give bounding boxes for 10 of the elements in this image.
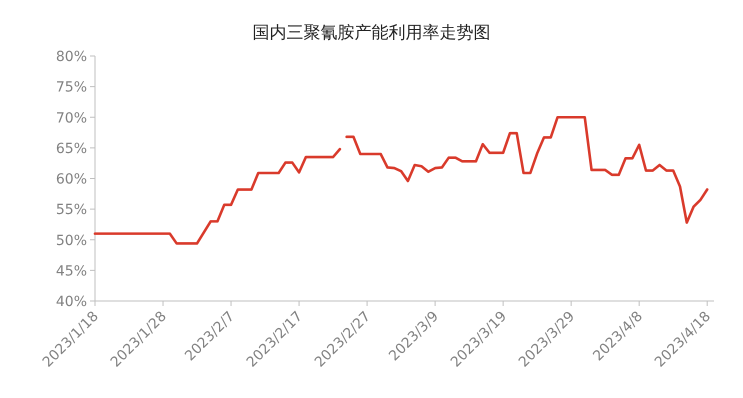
y-tick-label: 45% <box>56 263 87 280</box>
y-tick-label: 75% <box>56 80 87 96</box>
y-tick-label: 50% <box>56 232 87 249</box>
y-tick-label: 70% <box>56 110 87 126</box>
chart-title: 国内三聚氰胺产能利用率走势图 <box>252 23 490 43</box>
y-tick-label: 40% <box>56 294 87 310</box>
y-tick-label: 60% <box>56 172 87 188</box>
y-tick-label: 55% <box>56 202 87 218</box>
y-tick-label: 65% <box>56 140 87 157</box>
y-tick-label: 80% <box>56 49 87 65</box>
